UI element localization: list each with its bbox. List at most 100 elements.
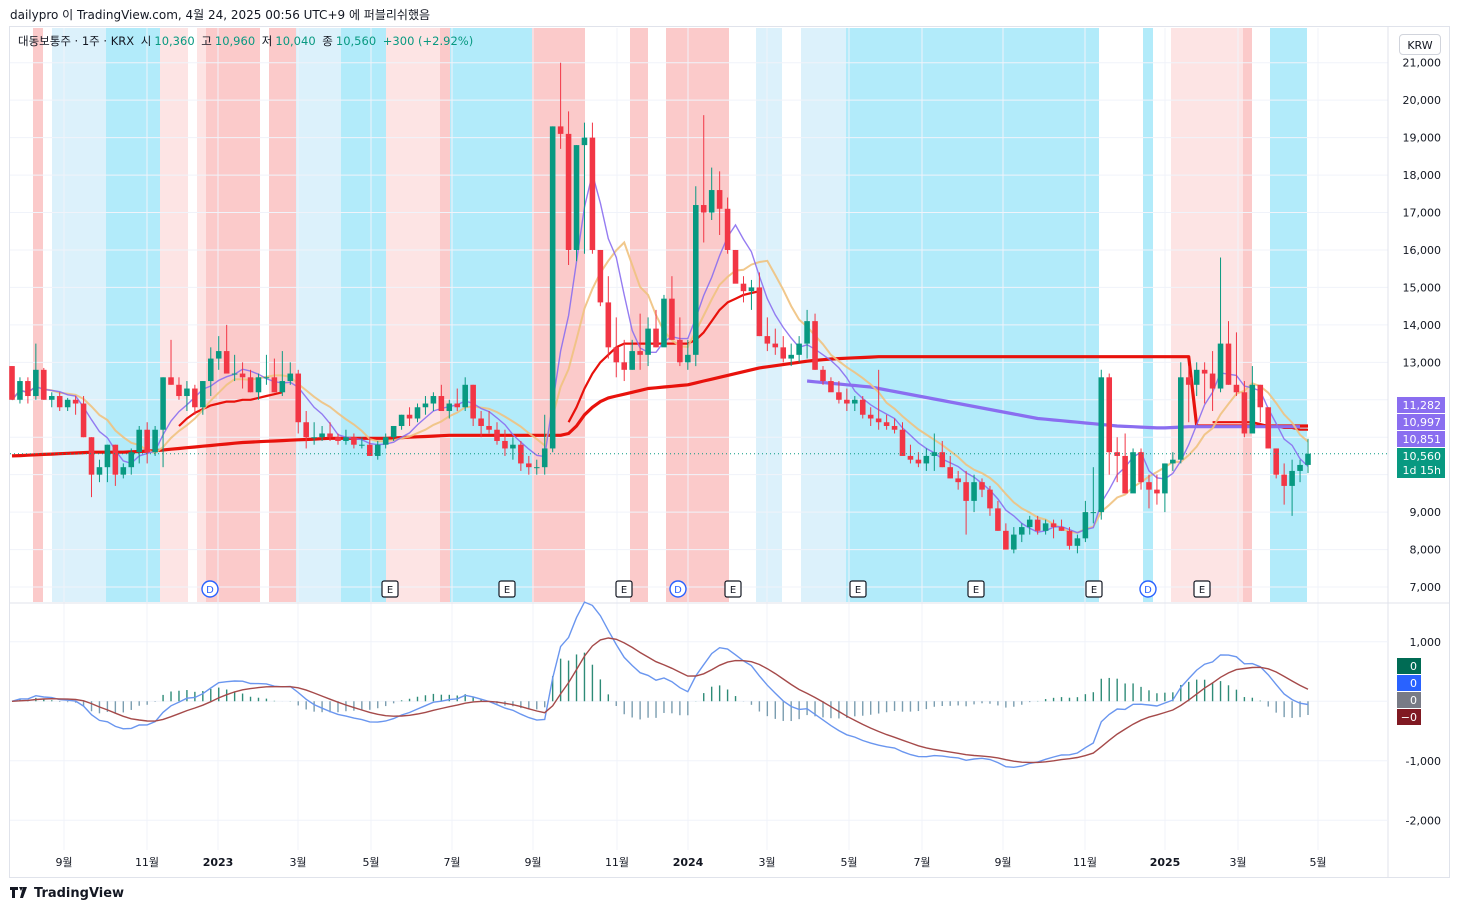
- candle-body: [414, 407, 421, 419]
- candle-body: [836, 392, 842, 400]
- ma-line: [11, 355, 1308, 458]
- event-marker-earnings[interactable]: E: [381, 580, 399, 598]
- price-tag-text: 10,560: [1403, 450, 1442, 463]
- candle-body: [430, 396, 437, 404]
- time-tick-label: 9월: [55, 856, 72, 869]
- event-marker-earnings[interactable]: E: [498, 580, 516, 598]
- earnings-icon: [1085, 580, 1103, 598]
- candle-body: [1003, 530, 1009, 550]
- candle-body: [200, 381, 206, 408]
- candle-body: [518, 444, 524, 464]
- candle-body: [565, 133, 572, 250]
- candle-body: [422, 403, 429, 408]
- open-value: 10,360: [154, 34, 195, 48]
- candle-body: [64, 399, 71, 408]
- candle-body: [1026, 519, 1033, 528]
- candle-body: [255, 377, 262, 393]
- event-marker-earnings[interactable]: E: [1085, 580, 1103, 598]
- dividend-icon: [201, 580, 219, 598]
- candle-body: [41, 369, 47, 400]
- candle-body: [669, 298, 675, 340]
- candle-body: [104, 444, 111, 468]
- close-value: 10,560: [335, 34, 377, 48]
- tradingview-logo-text: TradingView: [34, 886, 125, 901]
- candle-body: [995, 508, 1001, 531]
- candle-body: [207, 358, 214, 382]
- candle-body: [573, 145, 580, 250]
- candle-body: [859, 399, 866, 415]
- candle-body: [987, 489, 993, 509]
- regime-band: [33, 28, 43, 602]
- candle-body: [231, 373, 238, 375]
- event-marker-earnings[interactable]: E: [967, 580, 985, 598]
- event-marker-earnings[interactable]: E: [724, 580, 742, 598]
- candle-body: [295, 373, 302, 423]
- candle-body: [223, 351, 230, 374]
- tradingview-logo: TradingView: [10, 886, 124, 901]
- candle-body: [820, 369, 826, 382]
- candle-body: [25, 381, 31, 397]
- price-tag: [1397, 414, 1445, 430]
- candle-body: [406, 414, 413, 419]
- candle-body: [303, 422, 309, 438]
- candle-body: [740, 283, 747, 292]
- regime-band: [341, 28, 386, 602]
- candle-body: [637, 351, 643, 355]
- earnings-icon: [1193, 580, 1211, 598]
- candle-body: [112, 444, 119, 475]
- event-marker-earnings[interactable]: E: [849, 580, 867, 598]
- candle-body: [1050, 523, 1057, 528]
- candle-body: [1018, 527, 1025, 535]
- event-label: E: [1199, 585, 1205, 596]
- candle-body: [907, 455, 914, 460]
- event-marker-earnings[interactable]: E: [1193, 580, 1211, 598]
- event-marker-dividend[interactable]: D: [201, 580, 219, 598]
- candle-body: [72, 399, 79, 404]
- candle-body: [581, 137, 588, 146]
- candle-body: [891, 425, 898, 430]
- candle-body: [311, 437, 317, 439]
- candle-body: [605, 302, 612, 348]
- candle-body: [136, 429, 142, 453]
- regime-band: [269, 28, 296, 602]
- candle-body: [160, 377, 166, 430]
- candle-body: [263, 377, 270, 379]
- regime-band: [160, 28, 188, 602]
- candle-body: [939, 452, 946, 468]
- candle-body: [852, 399, 858, 404]
- event-marker-dividend[interactable]: D: [669, 580, 687, 598]
- time-tick-label: 2024: [673, 856, 704, 869]
- candle-body: [1066, 530, 1073, 546]
- currency-button[interactable]: KRW: [1399, 34, 1441, 55]
- event-marker-earnings[interactable]: E: [615, 580, 633, 598]
- price-tick-label: 13,000: [1403, 356, 1442, 369]
- candle-body: [96, 467, 103, 475]
- macd-value-text: 0: [1410, 694, 1417, 707]
- macd-line: [11, 601, 1309, 769]
- candle-body: [80, 403, 87, 438]
- regime-band: [532, 28, 585, 602]
- time-tick-label: 3월: [758, 856, 775, 869]
- candle-body: [1249, 384, 1256, 434]
- candle-body: [279, 381, 286, 393]
- macd-value-text: −0: [1401, 711, 1417, 724]
- dividend-icon: [669, 580, 687, 598]
- candle-body: [971, 482, 977, 501]
- event-marker-dividend[interactable]: D: [1139, 580, 1157, 598]
- candle-body: [287, 373, 294, 382]
- candle-body: [700, 205, 707, 213]
- candle-body: [1217, 343, 1224, 389]
- regime-band: [296, 28, 341, 602]
- price-tick-label: 17,000: [1403, 207, 1442, 220]
- candle-body: [685, 354, 691, 363]
- candle-body: [9, 366, 15, 400]
- candle-body: [772, 343, 779, 348]
- high-label: 고: [201, 34, 212, 48]
- candle-body: [1193, 369, 1200, 385]
- tradingview-logo-icon: [10, 886, 30, 901]
- candle-body: [748, 287, 755, 292]
- candle-body: [438, 396, 445, 412]
- candle-body: [215, 351, 222, 359]
- candle-body: [176, 384, 182, 397]
